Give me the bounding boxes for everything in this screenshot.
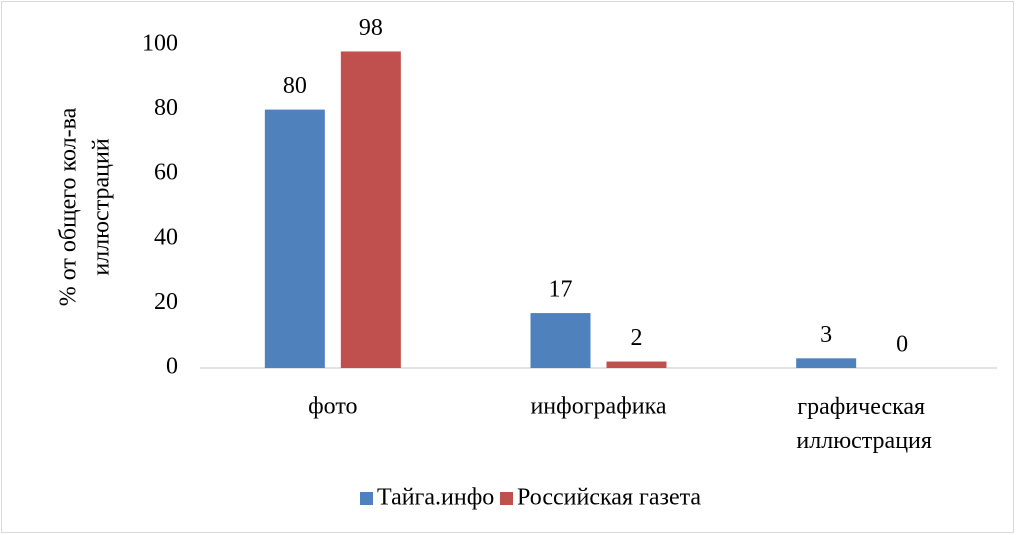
y-axis-title: % от общего кол-ва bbox=[56, 107, 82, 306]
bar bbox=[796, 358, 857, 368]
value-label: 2 bbox=[631, 325, 643, 351]
value-label: 98 bbox=[359, 15, 383, 41]
y-tick-label: 60 bbox=[154, 160, 178, 186]
value-label: 0 bbox=[896, 332, 908, 358]
y-tick-label: 40 bbox=[154, 224, 178, 250]
x-tick-label: графическая иллюстрация bbox=[796, 394, 932, 454]
y-tick-label: 80 bbox=[154, 95, 178, 121]
bar bbox=[340, 51, 401, 369]
legend-label: Российская газета bbox=[517, 485, 701, 511]
y-tick-label: 20 bbox=[154, 289, 178, 315]
y-axis-title: иллюстраций bbox=[89, 138, 115, 276]
bar bbox=[264, 109, 325, 368]
legend-swatch bbox=[500, 492, 513, 505]
bar bbox=[606, 361, 667, 368]
value-label: 17 bbox=[549, 277, 573, 303]
value-label: 3 bbox=[820, 322, 832, 348]
bar bbox=[530, 313, 591, 368]
y-tick-label: 100 bbox=[142, 31, 178, 57]
value-label: 80 bbox=[283, 73, 307, 99]
legend-swatch bbox=[360, 492, 373, 505]
x-tick-label: инфографика bbox=[530, 394, 666, 420]
legend-label: Тайга.инфо bbox=[377, 485, 494, 511]
x-tick-label: фото bbox=[308, 394, 357, 420]
y-tick-label: 0 bbox=[166, 354, 178, 380]
